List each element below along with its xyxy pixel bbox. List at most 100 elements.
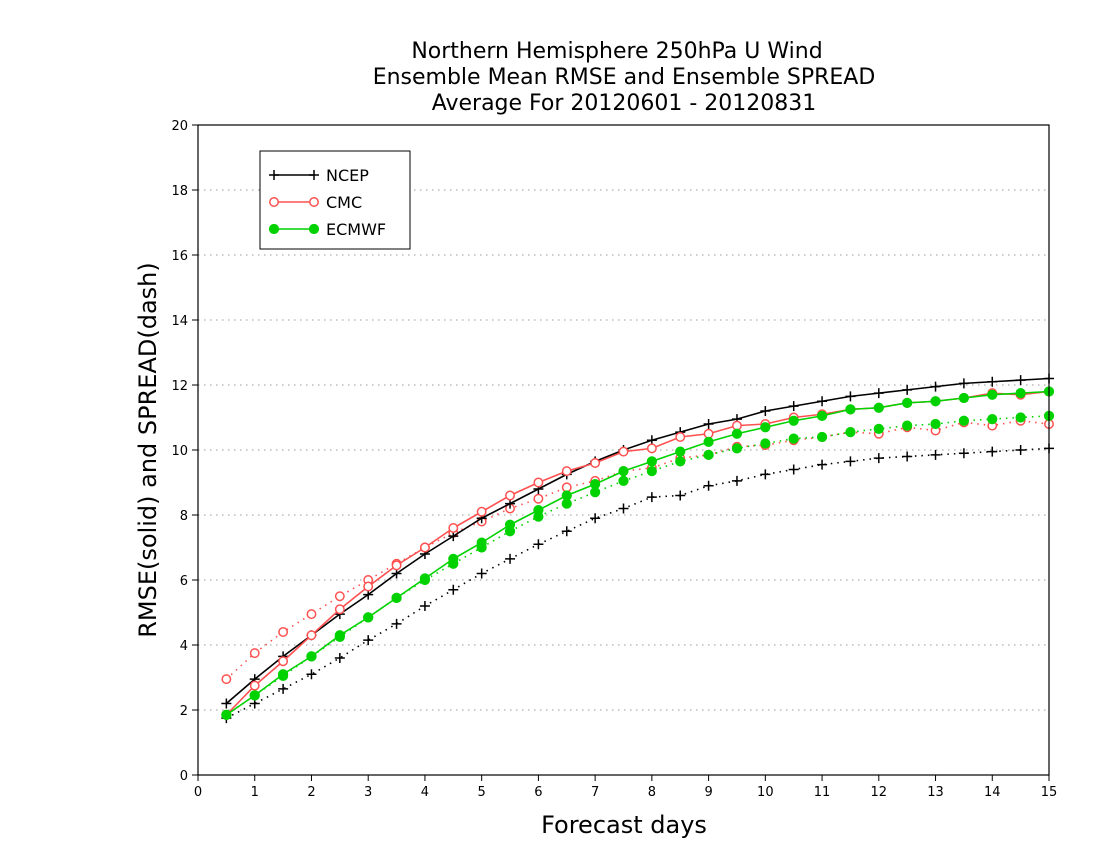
ncep-spread-point — [817, 459, 828, 470]
ecmwf-rmse-point — [334, 630, 345, 641]
ncep-spread-point — [987, 446, 998, 457]
ncep-spread-point — [760, 469, 771, 480]
cmc-rmse-point — [306, 630, 317, 641]
cmc-rmse-point — [618, 446, 629, 457]
cmc-rmse-point — [533, 477, 544, 488]
cmc-spread-line — [225, 419, 1050, 680]
cmc-rmse-point — [646, 443, 657, 454]
ecmwf-rmse-point — [987, 389, 998, 400]
chart-title: Northern Hemisphere 250hPa U Wind Ensemb… — [373, 39, 876, 116]
cmc-rmse-point — [363, 581, 374, 592]
x-tick-label: 11 — [814, 785, 831, 800]
ecmwf-spread-point — [618, 475, 629, 486]
ncep-spread-point — [306, 669, 317, 680]
ncep-spread-point — [363, 635, 374, 646]
ncep-spread-point — [873, 453, 884, 464]
ecmwf-rmse-point — [278, 669, 289, 680]
ecmwf-rmse-point — [788, 415, 799, 426]
ncep-spread-line — [226, 447, 1050, 719]
x-tick-label: 9 — [704, 785, 712, 800]
ecmwf-spread-point — [930, 418, 941, 430]
cmc-spread-point — [249, 648, 260, 659]
ecmwf-rmse-point — [419, 573, 431, 584]
ecmwf-spread-point — [873, 423, 884, 434]
ecmwf-rmse-point — [249, 690, 260, 701]
ncep-rmse-point — [760, 406, 771, 416]
ecmwf-rmse-point — [1015, 388, 1026, 399]
cmc-rmse-point — [391, 560, 402, 571]
legend-box — [259, 150, 411, 250]
ecmwf-spread-point — [958, 415, 970, 426]
ncep-spread-point — [731, 475, 742, 486]
ecmwf-spread-point — [675, 456, 686, 467]
cmc-rmse-point — [249, 680, 260, 691]
y-tick-label: 8 — [180, 509, 188, 524]
ncep-spread-point — [958, 448, 969, 459]
y-tick-label: 4 — [180, 639, 188, 654]
ncep-spread-point — [533, 539, 544, 550]
ecmwf-rmse-point — [902, 397, 913, 408]
ecmwf-spread-point — [1015, 412, 1026, 423]
x-tick-label: 5 — [478, 785, 486, 800]
ncep-rmse-point — [1015, 375, 1026, 386]
ncep-spread-point — [391, 618, 402, 629]
y-tick-label: 14 — [171, 314, 188, 329]
ncep-rmse-point — [845, 391, 856, 402]
legend-label-cmc: CMC — [326, 193, 362, 212]
y-tick-label: 0 — [180, 769, 188, 784]
cmc-rmse-point — [732, 420, 742, 431]
legend-marker-ncep-right — [309, 170, 319, 180]
ncep-spread-point — [334, 653, 345, 663]
x-axis-label: Forecast days — [541, 811, 707, 839]
y-tick-label: 6 — [180, 574, 188, 589]
ecmwf-rmse-point — [873, 402, 884, 413]
ecmwf-rmse-point — [618, 466, 629, 477]
ecmwf-spread-point — [760, 438, 771, 449]
legend: NCEP CMC ECMWF — [259, 150, 411, 250]
y-tick-label: 10 — [171, 444, 188, 459]
x-tick-label: 8 — [648, 785, 656, 800]
y-axis-label: RMSE(solid) and SPREAD(dash) — [134, 262, 162, 638]
ecmwf-spread-point — [731, 443, 743, 454]
y-tick-label: 20 — [171, 119, 188, 134]
ncep-spread-point — [845, 456, 856, 467]
y-tick-label: 2 — [180, 704, 188, 719]
ecmwf-rmse-point — [958, 392, 970, 404]
cmc-rmse-point — [675, 432, 686, 442]
ecmwf-rmse-point — [306, 651, 317, 662]
ecmwf-spread-point — [788, 433, 799, 444]
ncep-rmse-point — [788, 401, 799, 412]
cmc-rmse-point — [703, 428, 714, 439]
cmc-spread-point — [306, 609, 317, 620]
ecmwf-rmse-point — [930, 396, 941, 407]
cmc-rmse-point — [590, 458, 601, 468]
cmc-rmse-point — [476, 506, 487, 517]
ncep-spread-point — [1015, 445, 1026, 455]
y-tick-label: 12 — [171, 379, 188, 394]
x-tick-label: 12 — [871, 785, 888, 800]
ecmwf-rmse-line — [225, 390, 1050, 716]
ncep-spread-point — [448, 584, 459, 595]
cmc-spread-point — [221, 674, 232, 685]
ncep-spread-point — [505, 553, 516, 564]
cmc-spread-point — [334, 591, 345, 602]
cmc-rmse-point — [419, 542, 430, 553]
ncep-rmse-point — [873, 388, 884, 399]
ecmwf-rmse-point — [476, 537, 487, 548]
ecmwf-spread-point — [646, 466, 657, 477]
ecmwf-rmse-point — [590, 479, 601, 490]
x-tick-label: 3 — [364, 785, 372, 800]
cmc-spread-point — [533, 493, 544, 504]
ncep-rmse-point — [987, 376, 998, 387]
cmc-rmse-point — [561, 466, 572, 477]
ecmwf-rmse-point — [731, 428, 743, 439]
ncep-rmse-point — [930, 381, 941, 392]
legend-marker-ncep-left — [269, 170, 279, 180]
legend-marker-cmc-left — [269, 197, 279, 207]
ncep-spread-point — [278, 683, 289, 694]
ncep-spread-point — [419, 601, 430, 611]
ecmwf-spread-point — [845, 427, 856, 438]
x-tick-label: 10 — [757, 785, 774, 800]
title-line-3: Average For 20120601 - 20120831 — [432, 91, 817, 116]
